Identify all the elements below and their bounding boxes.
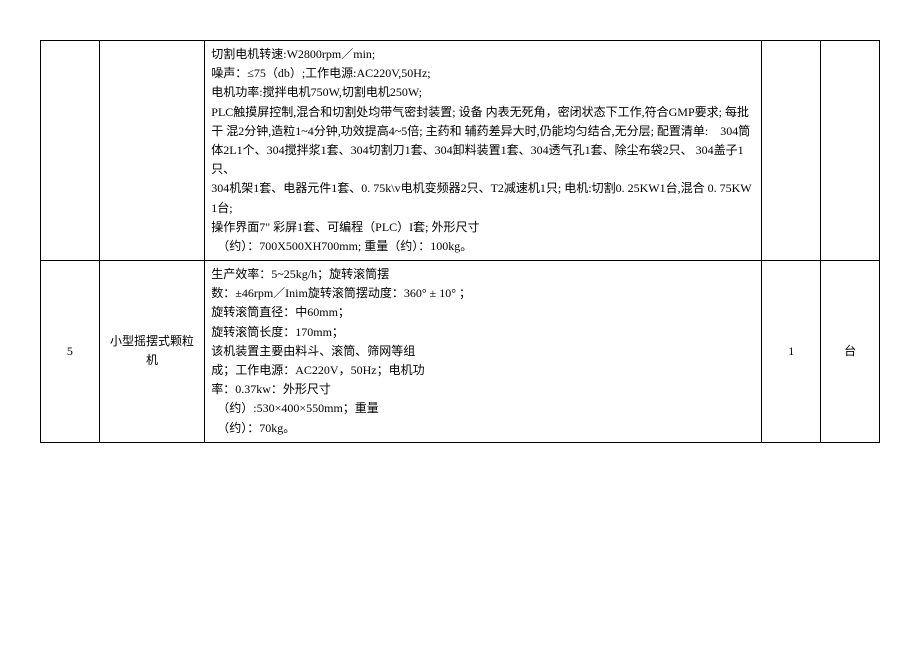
cell-qty: [762, 41, 821, 261]
cell-spec: 生产效率：5~25kg/h；旋转滚筒摆 数：±46rpm／Inim旋转滚筒摆动度…: [205, 261, 762, 443]
spec-line: 切割电机转速:W2800rpm／min;: [211, 45, 755, 64]
spec-line: （约）:530×400×550mm；重量: [211, 399, 755, 418]
spec-table: 切割电机转速:W2800rpm／min; 噪声：≤75（db）;工作电源:AC2…: [40, 40, 880, 443]
spec-line: 该机装置主要由料斗、滚筒、筛网等组: [211, 342, 755, 361]
cell-num: [41, 41, 100, 261]
cell-unit: 台: [821, 261, 880, 443]
cell-num: 5: [41, 261, 100, 443]
spec-line: PLC触摸屏控制,混合和切割处均带气密封装置; 设备 内表无死角，密闭状态下工作…: [211, 103, 755, 180]
spec-line: 操作界面7" 彩屏1套、可编程（PLC）I套; 外形尺寸: [211, 218, 755, 237]
cell-qty: 1: [762, 261, 821, 443]
cell-spec: 切割电机转速:W2800rpm／min; 噪声：≤75（db）;工作电源:AC2…: [205, 41, 762, 261]
spec-line: （约）：70kg。: [211, 419, 755, 438]
cell-name: 小型摇摆式颗粒机: [99, 261, 205, 443]
spec-line: 电机功率:搅拌电机750W,切割电机250W;: [211, 83, 755, 102]
spec-line: 成；工作电源：AC220V，50Hz；电机功: [211, 361, 755, 380]
spec-line: 304机架1套、电器元件1套、0. 75k\v电机变频器2只、T2减速机1只; …: [211, 179, 755, 217]
spec-line: 旋转滚筒直径：中60mm；: [211, 303, 755, 322]
spec-line: （约）：700X500XH700mm; 重量（约）：100kg。: [211, 237, 755, 256]
spec-line: 生产效率：5~25kg/h；旋转滚筒摆: [211, 265, 755, 284]
table-body: 切割电机转速:W2800rpm／min; 噪声：≤75（db）;工作电源:AC2…: [41, 41, 880, 443]
spec-line: 旋转滚筒长度：170mm；: [211, 323, 755, 342]
table-row: 切割电机转速:W2800rpm／min; 噪声：≤75（db）;工作电源:AC2…: [41, 41, 880, 261]
table-row: 5 小型摇摆式颗粒机 生产效率：5~25kg/h；旋转滚筒摆 数：±46rpm／…: [41, 261, 880, 443]
spec-line: 数：±46rpm／Inim旋转滚筒摆动度：360° ± 10° ；: [211, 284, 755, 303]
spec-line: 噪声：≤75（db）;工作电源:AC220V,50Hz;: [211, 64, 755, 83]
cell-unit: [821, 41, 880, 261]
spec-line: 率：0.37kw：外形尺寸: [211, 380, 755, 399]
cell-name: [99, 41, 205, 261]
